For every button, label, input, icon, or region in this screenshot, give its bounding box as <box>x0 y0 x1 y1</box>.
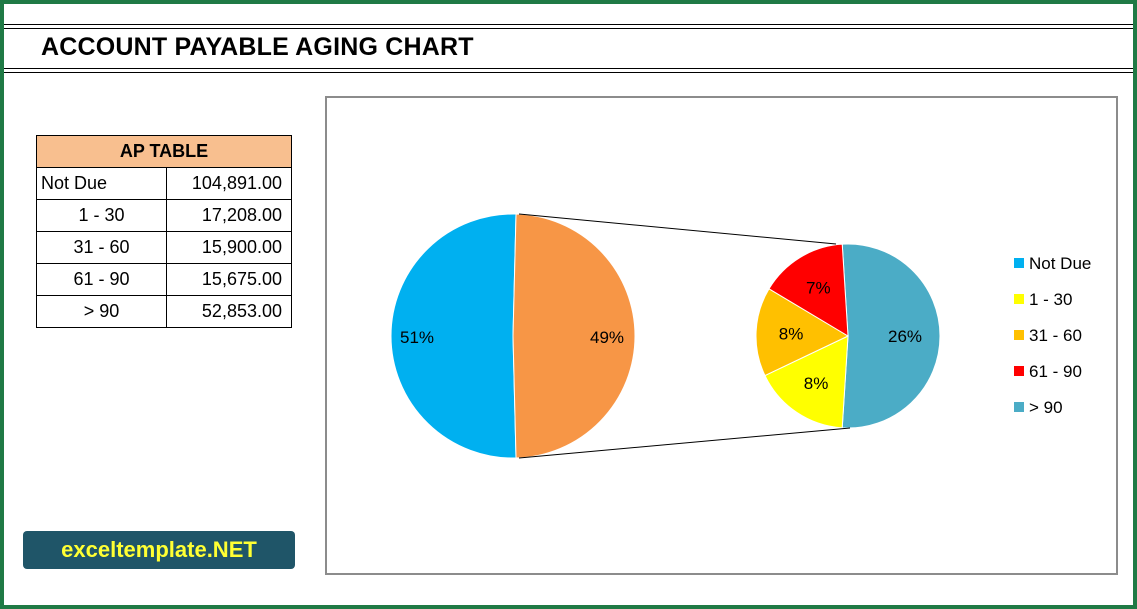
row-label: 1 - 30 <box>36 199 167 232</box>
row-value: 15,675.00 <box>166 263 292 296</box>
row-label: 31 - 60 <box>36 231 167 264</box>
data-label: 8% <box>804 374 829 393</box>
title-rule <box>4 68 1133 69</box>
table-row: 31 - 60 15,900.00 <box>36 231 292 264</box>
secondary-slice-3160 <box>755 288 850 377</box>
legend-label: 1 - 30 <box>1029 290 1072 309</box>
ap-table-header: AP TABLE <box>36 135 292 168</box>
row-value: 15,900.00 <box>166 231 292 264</box>
legend-label: Not Due <box>1029 254 1091 273</box>
table-row: Not Due 104,891.00 <box>36 167 292 200</box>
row-label: > 90 <box>36 295 167 328</box>
legend-label: 31 - 60 <box>1029 326 1082 345</box>
data-label: 26% <box>888 327 922 346</box>
legend-label: 61 - 90 <box>1029 362 1082 381</box>
row-value: 52,853.00 <box>166 295 292 328</box>
secondary-slice-90 <box>841 243 941 429</box>
data-label: 49% <box>590 328 624 347</box>
top-rule-2 <box>4 28 1133 29</box>
legend-label: > 90 <box>1029 398 1063 417</box>
legend-swatch <box>1014 402 1024 412</box>
data-label: 51% <box>400 328 434 347</box>
title-rule-2 <box>4 72 1133 73</box>
legend-swatch <box>1014 366 1024 376</box>
table-row: > 90 52,853.00 <box>36 295 292 328</box>
secondary-slice-6190 <box>768 243 849 337</box>
data-label: 7% <box>806 278 831 297</box>
pie-slice-not-due <box>390 213 517 459</box>
legend-swatch <box>1014 330 1024 340</box>
top-rule <box>4 24 1133 25</box>
connector-line-bottom <box>518 427 851 459</box>
row-label: Not Due <box>36 167 167 200</box>
legend-swatch <box>1014 258 1024 268</box>
page-title: ACCOUNT PAYABLE AGING CHART <box>41 33 474 61</box>
ap-table: AP TABLE Not Due 104,891.00 1 - 30 17,20… <box>36 135 292 328</box>
table-row: 61 - 90 15,675.00 <box>36 263 292 296</box>
row-label: 61 - 90 <box>36 263 167 296</box>
legend-swatch <box>1014 294 1024 304</box>
pie-slice-other <box>512 213 636 459</box>
brand-badge[interactable]: exceltemplate.NET <box>23 531 295 569</box>
connector-line-top <box>518 213 837 245</box>
secondary-slice-130 <box>764 335 849 429</box>
data-label: 8% <box>779 324 804 343</box>
